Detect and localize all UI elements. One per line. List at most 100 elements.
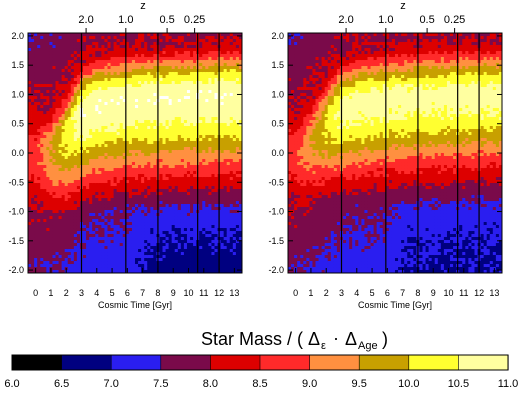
heat-cell <box>193 252 197 256</box>
heat-cell <box>28 186 32 190</box>
heat-cell <box>31 267 35 271</box>
heat-cell <box>31 249 35 253</box>
heat-cell <box>52 225 56 229</box>
heat-cell <box>40 63 44 67</box>
heat-cell <box>165 102 170 106</box>
heat-cell <box>31 66 35 70</box>
heat-cell <box>28 117 32 121</box>
heat-cell <box>70 243 75 247</box>
heat-cell <box>58 48 63 52</box>
heat-cell <box>193 234 197 238</box>
heat-cell <box>190 57 194 61</box>
heat-cell <box>131 237 136 241</box>
heat-cell <box>199 195 203 199</box>
heat-cell <box>43 36 47 40</box>
heat-cell <box>147 108 151 112</box>
heat-cell <box>58 192 63 196</box>
heat-cell <box>107 102 111 106</box>
heat-cell <box>131 222 136 226</box>
heat-cell <box>52 120 56 124</box>
heat-cell <box>67 246 72 250</box>
heat-cell <box>177 84 182 88</box>
heat-cell <box>83 267 87 271</box>
heat-cell <box>104 87 108 91</box>
heat-cell <box>86 51 90 55</box>
heat-cell <box>208 207 212 211</box>
heat-cell <box>46 60 50 64</box>
heat-cell <box>147 255 151 259</box>
heat-cell <box>135 171 139 175</box>
heat-cell <box>43 156 47 160</box>
heat-cell <box>52 123 56 127</box>
heat-cell <box>107 207 111 211</box>
heat-cell <box>107 69 111 73</box>
heat-cell <box>214 183 218 187</box>
heat-cell <box>165 33 170 37</box>
heat-cell <box>46 246 50 250</box>
heat-cell <box>199 132 203 136</box>
heat-cell <box>70 114 75 118</box>
heat-cell <box>110 261 114 265</box>
heat-cell <box>34 174 38 178</box>
heat-cell <box>89 102 93 106</box>
heat-cell <box>46 267 50 271</box>
heat-cell <box>180 192 185 196</box>
heat-cell <box>52 219 56 223</box>
heat-cell <box>174 186 179 190</box>
heat-cell <box>144 42 148 46</box>
heat-cell <box>119 126 124 130</box>
heat-cell <box>138 243 142 247</box>
heat-cell <box>162 198 166 202</box>
heat-cell <box>55 36 59 40</box>
heat-cell <box>211 252 215 256</box>
heat-cell <box>70 72 75 76</box>
heat-cell <box>86 105 90 109</box>
heat-cell <box>86 210 90 214</box>
heat-cell <box>89 243 93 247</box>
heat-cell <box>180 213 185 217</box>
heat-cell <box>46 222 50 226</box>
heat-cell <box>177 210 182 214</box>
heat-cell <box>199 180 203 184</box>
heat-cell <box>107 177 111 181</box>
heat-cell <box>183 33 188 37</box>
heat-cell <box>214 174 218 178</box>
heat-cell <box>67 201 72 205</box>
heat-cell <box>58 183 63 187</box>
heat-cell <box>46 108 50 112</box>
heat-cell <box>119 63 124 67</box>
heat-cell <box>34 198 38 202</box>
heat-cell <box>186 66 191 70</box>
heat-cell <box>214 261 218 265</box>
heat-cell <box>52 129 56 133</box>
heat-cell <box>61 42 66 46</box>
heat-cell <box>125 78 130 82</box>
heat-cell <box>104 231 108 235</box>
heat-cell <box>83 90 87 94</box>
heat-cell <box>92 99 96 103</box>
heat-cell <box>165 123 170 127</box>
heat-cell <box>34 144 38 148</box>
heat-cell <box>40 135 44 139</box>
heat-cell <box>135 147 139 151</box>
heat-cell <box>86 186 90 190</box>
heat-cell <box>107 84 111 88</box>
heat-cell <box>211 234 215 238</box>
heat-cell <box>177 69 182 73</box>
heat-cell <box>211 78 215 82</box>
heat-cell <box>125 153 130 157</box>
heat-cell <box>52 192 56 196</box>
heat-cell <box>119 105 124 109</box>
heat-cell <box>110 168 114 172</box>
heat-cell <box>153 78 157 82</box>
heat-cell <box>183 192 188 196</box>
heat-cell <box>86 102 90 106</box>
heat-cell <box>119 39 124 43</box>
heat-cell <box>131 201 136 205</box>
heat-cell <box>95 252 99 256</box>
heat-cell <box>107 141 111 145</box>
heat-cell <box>150 48 154 52</box>
heat-cell <box>131 96 136 100</box>
heat-cell <box>61 201 66 205</box>
heat-cell <box>92 204 96 208</box>
